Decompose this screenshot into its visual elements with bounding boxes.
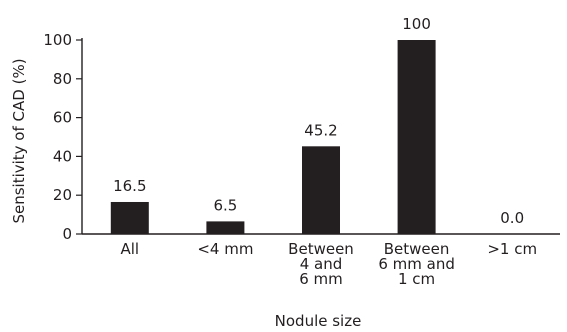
y-tick-label: 40 [53,147,72,165]
bar-value-label: 100 [402,15,431,33]
x-axis-title: Nodule size [275,312,362,330]
x-tick-label: Between 4 and 6 mm [288,240,354,288]
x-axis-tick-labels: All <4 mm Between 4 and 6 mm Between 6 mm and 1… [120,240,537,288]
y-tick-label: 20 [53,186,72,204]
y-axis-title: Sensitivity of CAD (%) [10,58,28,223]
y-axis-ticks: 0 20 40 60 80 100 [43,31,82,243]
x-tick-label: Between 6 mm and 1 cm [378,240,455,288]
y-tick-label: 80 [53,70,72,88]
bar [397,40,436,234]
bar [302,146,340,234]
y-tick-label: 100 [43,31,72,49]
y-tick-label: 60 [53,109,72,127]
bar-value-label: 6.5 [213,196,237,214]
bar [206,221,245,234]
x-tick-label: All [120,240,139,258]
bar-value-label: 45.2 [304,121,337,139]
y-tick-label: 0 [62,225,72,243]
bars [110,40,436,234]
bar [110,201,149,234]
data-labels: 16.5 6.5 45.2 100 0.0 [113,15,524,227]
bar-value-label: 16.5 [113,177,146,195]
bar-value-label: 0.0 [500,209,524,227]
x-tick-label: >1 cm [487,240,537,258]
x-tick-label: <4 mm [197,240,253,258]
